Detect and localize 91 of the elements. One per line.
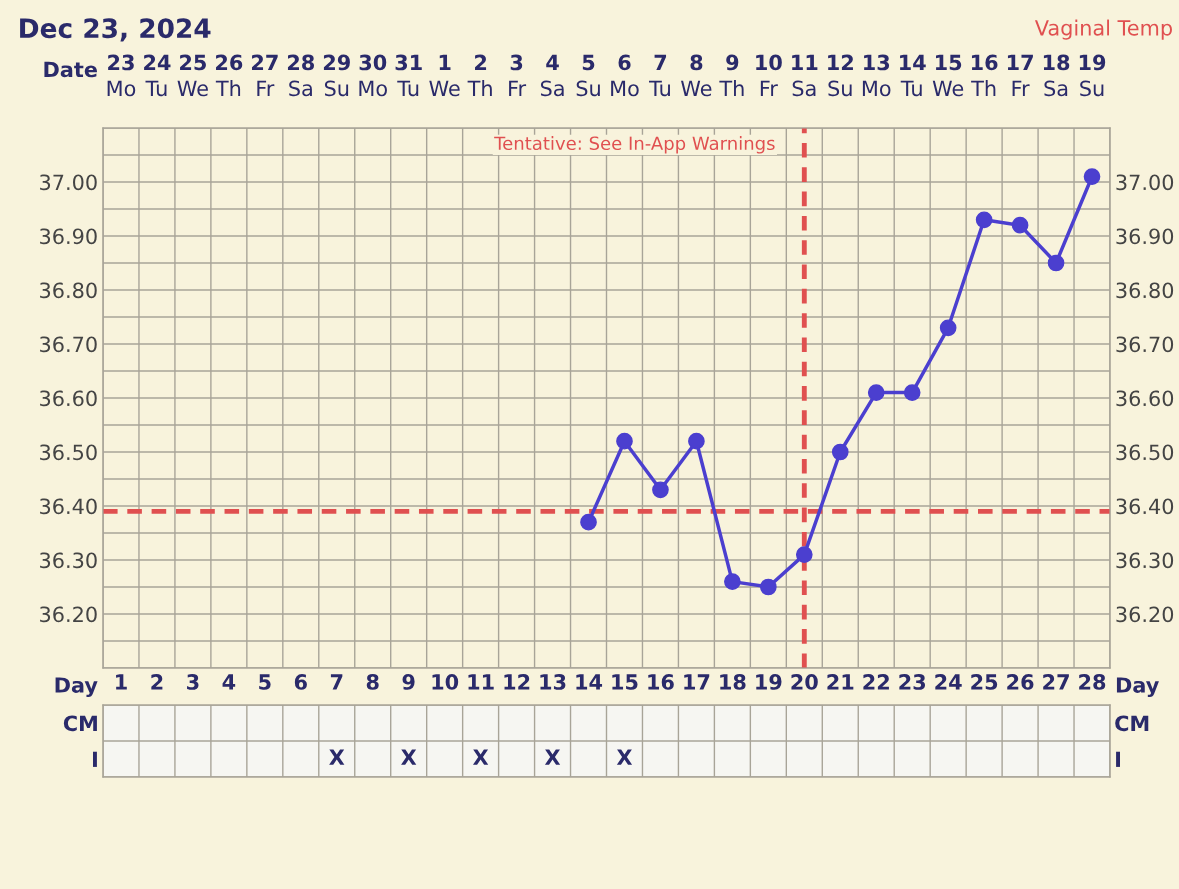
point [1047,254,1065,272]
text: 29 Su [323,54,350,97]
x-tick-label: 8 [366,674,379,690]
x-tick-label: 21 [827,674,854,690]
x-tick-label: 23 [899,674,926,690]
text: 28 Sa [287,54,315,97]
point [831,443,849,461]
text: 5 Su [576,54,600,97]
x-tick-label: 14 [576,674,603,690]
x-tick-label: 6 [294,674,307,690]
y-tick-label: 36.80 [40,282,97,299]
text: Date [44,61,97,78]
y-tick-label: 36.40 [40,498,97,515]
y-tick-label: 36.90 [40,228,97,245]
text: 24 Tu [144,54,171,97]
point [975,211,993,229]
point [1083,168,1101,185]
text: 3 Fr [509,54,527,96]
text: 26 Th [215,54,243,96]
text: 10 Fr [756,54,782,96]
text: 23 Mo [107,54,136,97]
text: X [472,749,489,765]
x-tick-label: 28 [1079,674,1106,690]
text: 11 Sa [792,54,818,97]
x-tick-label: 24 [935,674,962,690]
text: 12 Su [828,54,853,97]
point [580,513,597,531]
x-tick-label: 17 [684,674,710,690]
text: 16 Th [971,54,998,96]
ref-line-label: Tentative: See In-App Warnings [494,136,775,154]
point [795,546,813,563]
chart-subtitle: Vaginal Temp [1034,19,1172,40]
point [688,432,705,450]
x-tick-label: 7 [330,674,343,690]
text: 19 Su [1079,54,1106,97]
text: 1 We [429,54,460,97]
x-axis-title: Day [55,677,98,698]
text: X [544,749,561,765]
x-tick-label: 13 [540,674,566,690]
chart-title: Dec 23, 2024 [20,18,211,42]
text: 6 Mo [611,54,639,97]
text: 14 Tu [900,54,926,97]
y-tick-label: 36.30 [40,552,97,569]
text: 30 Mo [359,54,387,97]
text: 2 Th [467,54,492,96]
x-tick-label: 16 [648,674,674,690]
x-tick-label: 1 [116,674,127,690]
x-tick-label: 2 [151,674,163,690]
point [760,578,777,596]
text: 13 Mo [862,54,891,97]
text: 4 Sa [540,54,564,97]
text: X [401,749,417,765]
x-tick-label: 9 [402,674,415,690]
x-tick-label: 4 [222,674,236,690]
text: 27 Fr [251,54,278,96]
y-tick-label: 36.70 [40,336,97,353]
x-tick-label: 15 [612,674,638,690]
text: 8 We [681,54,712,97]
text: 18 Sa [1043,54,1070,97]
x-tick-label: 27 [1043,674,1069,690]
text: 25 We [177,54,208,97]
x-tick-label: 18 [720,674,746,690]
x-tick-label: 10 [432,674,459,690]
x-tick-label: 26 [1007,674,1034,690]
text: Day [1116,677,1159,698]
x-tick-label: 20 [791,674,818,690]
text: 7 Tu [649,54,670,97]
y-tick-label: 36.50 [40,444,97,461]
y-tick-label: 36.60 [40,390,97,407]
point [1011,216,1029,234]
y-tick-label: 37.00 [40,174,97,191]
point [903,384,921,401]
text: 17 Fr [1007,54,1033,96]
y-tick-label: 36.20 [40,606,97,623]
x-tick-label: 12 [504,674,530,690]
point [616,432,633,450]
x-tick-label: 5 [259,674,271,690]
x-tick-label: 3 [187,674,199,690]
x-tick-label: 19 [756,674,782,690]
x-tick-label: 22 [863,674,889,690]
text: 31 Tu [395,54,422,97]
x-tick-label: 25 [971,674,998,690]
point [652,481,669,499]
text: 15 We [932,54,964,97]
point [867,384,885,401]
text: X [329,749,345,765]
point [724,573,741,590]
text: 9 Th [719,54,744,96]
x-tick-label: 11 [468,674,494,690]
point [939,319,957,337]
text: X [616,749,633,765]
